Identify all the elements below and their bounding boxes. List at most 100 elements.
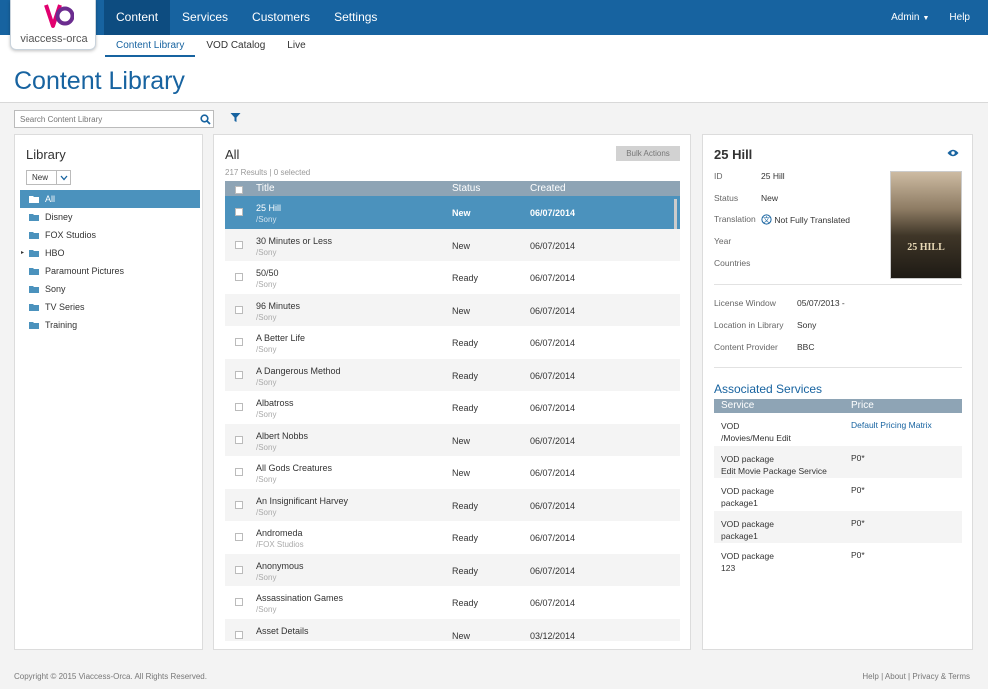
admin-menu[interactable]: Admin ▼ [891, 0, 929, 35]
list-scrollbar[interactable] [674, 199, 677, 229]
column-status[interactable]: Status [452, 183, 481, 194]
column-created[interactable]: Created [530, 183, 566, 194]
row-checkbox[interactable] [235, 435, 243, 444]
row-checkbox[interactable] [235, 468, 243, 476]
help-link[interactable]: Help [949, 12, 970, 23]
table-row[interactable]: A Dangerous Method/Sony Ready 06/07/2014 [225, 358, 680, 391]
library-new-dropdown[interactable]: New [26, 170, 71, 185]
service-name: VOD package [721, 551, 774, 561]
row-status: New [452, 305, 471, 316]
field-location-value: Sony [797, 320, 817, 330]
subnav-vod-catalog[interactable]: VOD Catalog [206, 40, 266, 51]
detail-title: 25 Hill [714, 147, 753, 162]
table-row[interactable]: 96 Minutes/Sony New 06/07/2014 [225, 293, 680, 326]
row-checkbox[interactable] [235, 533, 243, 541]
table-row[interactable]: Albert Nobbs/Sony New 06/07/2014 [225, 423, 680, 456]
row-title: 96 Minutes [256, 300, 301, 311]
row-checkbox[interactable] [235, 305, 243, 314]
table-row[interactable]: 25 Hill/Sony New 06/07/2014 [225, 196, 680, 229]
row-checkbox-cell [225, 456, 256, 489]
footer-links[interactable]: Help | About | Privacy & Terms [862, 672, 970, 681]
table-row[interactable]: Anonymous/Sony Ready 06/07/2014 [225, 553, 680, 586]
row-created: 06/07/2014 [530, 500, 576, 511]
row-checkbox[interactable] [235, 598, 243, 606]
row-title-cell: 30 Minutes or Less/Sony [256, 229, 452, 262]
row-status: Ready [452, 273, 479, 283]
search-button[interactable] [197, 111, 213, 127]
row-checkbox[interactable] [235, 273, 243, 281]
service-detail: package1 [721, 530, 758, 541]
filter-button[interactable] [230, 112, 241, 125]
field-license-label: License Window [714, 298, 776, 308]
service-detail: Edit Movie Package Service [721, 465, 827, 476]
nav-services[interactable]: Services [182, 10, 229, 24]
library-item[interactable]: Sony [20, 280, 200, 298]
subnav-content-library[interactable]: Content Library [105, 35, 196, 57]
subnav-live[interactable]: Live [287, 40, 306, 51]
library-item[interactable]: ▸ HBO [20, 244, 200, 262]
table-row[interactable]: Assassination Games/Sony Ready 06/07/2014 [225, 586, 680, 619]
search-input[interactable] [15, 111, 195, 127]
column-title[interactable]: Title [256, 183, 275, 194]
table-row[interactable]: All Gods Creatures/Sony New 06/07/2014 [225, 456, 680, 489]
nav-content[interactable]: Content [104, 0, 171, 35]
row-checkbox-cell [225, 521, 256, 554]
row-checkbox[interactable] [235, 500, 243, 509]
sub-nav: Content Library VOD Catalog Live [105, 35, 317, 57]
table-row[interactable]: Asset Details New 03/12/2014 [225, 618, 680, 641]
svg-text:文: 文 [763, 215, 770, 224]
row-checkbox[interactable] [235, 403, 243, 411]
library-item[interactable]: All [20, 190, 200, 208]
table-row[interactable]: Andromeda/FOX Studios Ready 06/07/2014 [225, 521, 680, 554]
expand-icon[interactable]: ▸ [21, 250, 25, 256]
library-item[interactable]: Paramount Pictures [20, 262, 200, 280]
table-row[interactable]: 30 Minutes or Less/Sony New 06/07/2014 [225, 228, 680, 262]
row-checkbox[interactable] [235, 208, 243, 216]
row-status: Ready [452, 500, 479, 511]
row-checkbox[interactable] [235, 630, 243, 639]
dropdown-label: New [32, 173, 49, 182]
row-checkbox-cell [225, 229, 256, 262]
table-row[interactable]: Albatross/Sony Ready 06/07/2014 [225, 391, 680, 424]
row-title: Albatross [256, 398, 294, 408]
row-title: A Dangerous Method [256, 365, 341, 376]
row-provider: /Sony [256, 247, 277, 257]
row-checkbox[interactable] [235, 370, 243, 379]
service-cell: VOD package 123 [714, 543, 851, 576]
select-all-checkbox[interactable] [235, 186, 243, 194]
row-checkbox[interactable] [235, 338, 243, 346]
library-item[interactable]: Training [20, 316, 200, 334]
library-item-label: Training [45, 320, 78, 330]
table-row[interactable]: A Better Life/Sony Ready 06/07/2014 [225, 326, 680, 359]
table-row[interactable]: 50/50/Sony Ready 06/07/2014 [225, 261, 680, 294]
divider [714, 367, 962, 368]
row-title: All Gods Creatures [256, 463, 333, 473]
row-checkbox[interactable] [235, 240, 243, 249]
preview-button[interactable] [947, 149, 959, 159]
field-status-value: New [761, 193, 779, 203]
service-price[interactable]: Default Pricing Matrix [851, 420, 932, 430]
library-item[interactable]: TV Series [20, 298, 200, 316]
table-row[interactable]: An Insignificant Harvey/Sony Ready 06/07/2… [225, 488, 680, 521]
library-item[interactable]: FOX Studios [20, 226, 200, 244]
row-checkbox-cell [225, 586, 256, 619]
library-item[interactable]: Disney [20, 208, 200, 226]
row-checkbox[interactable] [235, 565, 243, 574]
row-provider: /FOX Studios [256, 540, 304, 549]
service-name: VOD package [721, 518, 774, 529]
row-created: 06/07/2014 [530, 208, 576, 218]
row-provider: /Sony [256, 475, 277, 484]
library-title: Library [26, 147, 66, 162]
row-provider: /Sony [256, 410, 277, 419]
caret-down-icon: ▼ [922, 15, 930, 22]
library-item-label: All [45, 194, 56, 204]
row-status: New [452, 468, 471, 478]
row-created: 06/07/2014 [530, 403, 576, 413]
poster-image[interactable]: 25 HILL [890, 171, 962, 279]
nav-customers[interactable]: Customers [252, 10, 311, 24]
logo[interactable]: viaccess-orca [10, 0, 96, 50]
bulk-actions-button[interactable]: Bulk Actions [616, 146, 680, 161]
associated-services-title: Associated Services [714, 382, 823, 396]
folder-icon [29, 196, 39, 203]
nav-settings[interactable]: Settings [334, 10, 378, 24]
